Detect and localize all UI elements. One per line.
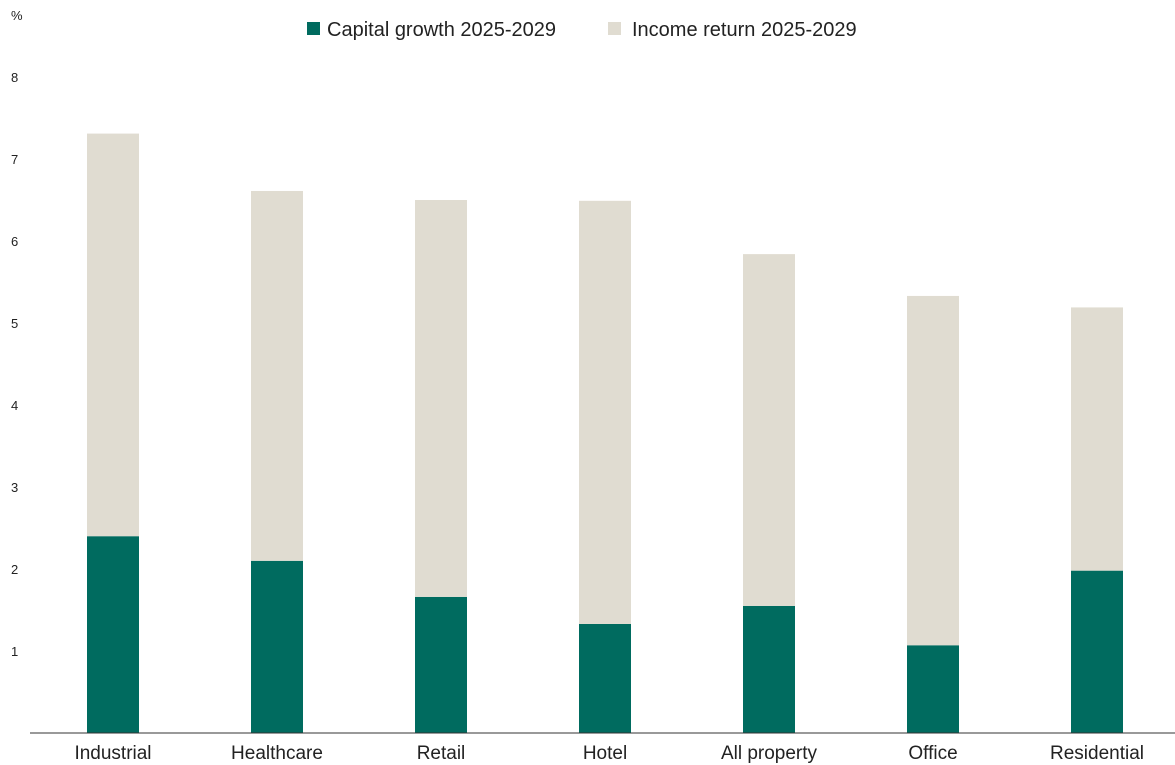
legend-item-capital-growth: Capital growth 2025-2029	[307, 19, 556, 41]
y-tick-label: 4	[11, 398, 18, 413]
y-tick-label: 7	[11, 152, 18, 167]
bar-income-return	[415, 200, 467, 597]
legend-item-income-return: Income return 2025-2029	[608, 19, 857, 41]
y-axis-unit-label: %	[11, 8, 23, 23]
x-tick-label: Healthcare	[231, 743, 323, 764]
x-tick-label: Retail	[417, 743, 466, 764]
bars	[87, 133, 1123, 733]
bar-income-return	[1071, 307, 1123, 571]
legend-label-capital-growth: Capital growth 2025-2029	[327, 19, 556, 41]
bar-income-return	[743, 254, 795, 606]
bar-capital-growth	[743, 605, 795, 733]
bar-income-return	[907, 295, 959, 646]
bar-capital-growth	[87, 536, 139, 733]
bar-income-return	[87, 133, 139, 537]
x-tick-label: Industrial	[74, 743, 151, 764]
y-tick-label: 5	[11, 316, 18, 331]
y-axis-ticks: 1 2 3 4 5 6 7 8	[11, 70, 18, 659]
x-axis-labels: Industrial Healthcare Retail Hotel All prope…	[74, 743, 1144, 764]
bar-capital-growth	[251, 560, 303, 733]
x-tick-label: Residential	[1050, 743, 1144, 764]
y-tick-label: 1	[11, 644, 18, 659]
y-tick-label: 6	[11, 234, 18, 249]
x-tick-label: All property	[721, 743, 818, 764]
x-tick-label: Hotel	[583, 743, 627, 764]
legend-swatch-capital-growth	[307, 22, 320, 35]
bar-income-return	[579, 200, 631, 624]
y-tick-label: 3	[11, 480, 18, 495]
bar-capital-growth	[579, 623, 631, 733]
legend: Capital growth 2025-2029 Income return 2…	[307, 19, 857, 41]
bar-capital-growth	[907, 645, 959, 733]
bar-capital-growth	[1071, 570, 1123, 733]
y-tick-label: 8	[11, 70, 18, 85]
legend-label-income-return: Income return 2025-2029	[632, 19, 857, 41]
bar-income-return	[251, 190, 303, 561]
x-tick-label: Office	[908, 743, 957, 764]
legend-swatch-income-return	[608, 22, 621, 35]
y-tick-label: 2	[11, 562, 18, 577]
bar-capital-growth	[415, 596, 467, 733]
